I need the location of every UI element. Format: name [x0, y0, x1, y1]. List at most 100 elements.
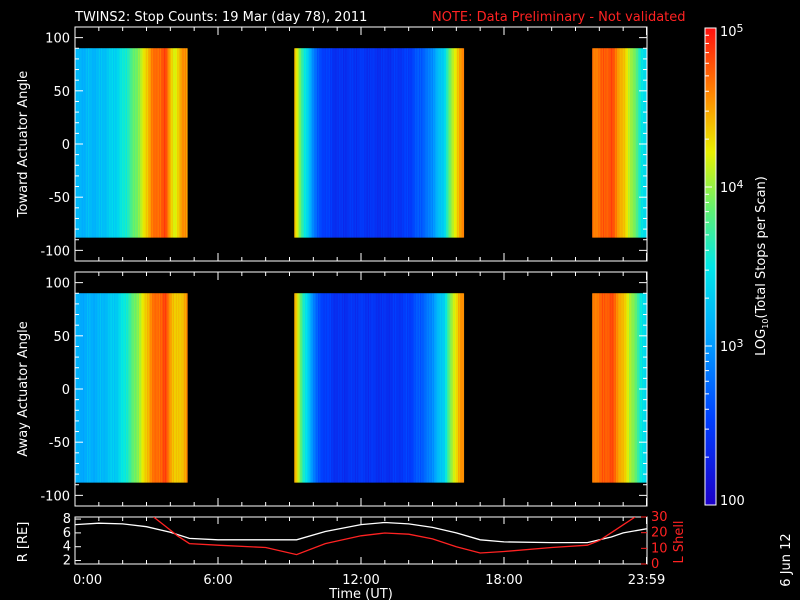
heatmap-strip-244 [447, 48, 449, 238]
heatmap-strip-110 [301, 48, 304, 238]
heatmap-strip-43 [121, 293, 124, 483]
heatmap-strip-220 [421, 48, 423, 238]
heatmap-strip-75 [156, 48, 159, 238]
heatmap-strip-55 [134, 293, 137, 483]
heatmap-strip-80 [162, 293, 164, 483]
heatmap-strip-279 [613, 293, 616, 483]
orbit-ylabel-right-text: L Shell [672, 520, 687, 563]
orbit-y-tick-label-right: 10 [651, 541, 668, 556]
heatmap-strip-193 [391, 48, 394, 238]
heatmap-strip-50 [129, 48, 132, 238]
heatmap-strip-205 [404, 48, 407, 238]
heatmap-strip-220 [421, 293, 423, 483]
heatmap-strip-75 [156, 293, 159, 483]
heatmap-strip-198 [397, 48, 399, 238]
heatmap-strip-19 [95, 293, 98, 483]
heatmap-strip-264 [597, 48, 600, 238]
heatmap-strip-14 [90, 48, 92, 238]
heatmap-strip-38 [116, 48, 119, 238]
heatmap-strip-145 [339, 293, 342, 483]
heatmap-strip-245 [448, 48, 450, 238]
heatmap-strip-267 [600, 48, 603, 238]
heatmap-strip-171 [368, 48, 370, 238]
heatmap-strip-219 [420, 48, 422, 238]
heatmap-strip-266 [599, 48, 602, 238]
heatmap-strip-223 [424, 293, 427, 483]
heatmap-strip-68 [148, 48, 151, 238]
heatmap-strip-66 [146, 293, 149, 483]
heatmap-strip-3 [78, 293, 80, 483]
heatmap-strip-263 [596, 293, 599, 483]
heatmap-strip-94 [177, 293, 179, 483]
heatmap-strip-69 [150, 48, 152, 238]
r-series-line [75, 521, 647, 544]
heatmap-strip-92 [175, 48, 177, 238]
heatmap-strip-308 [645, 48, 648, 238]
heatmap-strip-157 [352, 293, 355, 483]
heatmap-strip-195 [394, 48, 396, 238]
heatmap-strip-248 [451, 48, 454, 238]
heatmap-strip-240 [442, 48, 445, 238]
heatmap-strip-87 [169, 293, 172, 483]
heatmap-strip-230 [432, 48, 434, 238]
heatmap-strip-172 [369, 48, 371, 238]
heatmap-strip-30 [107, 48, 110, 238]
heatmap-strip-58 [138, 293, 140, 483]
heatmap-strip-84 [166, 48, 169, 238]
heatmap-strip-122 [314, 293, 317, 483]
away-heatmap [75, 293, 648, 483]
heatmap-strip-53 [132, 48, 135, 238]
heatmap-strip-73 [154, 293, 157, 483]
heatmap-strip-111 [302, 293, 305, 483]
heatmap-strip-257 [461, 293, 463, 483]
heatmap-strip-293 [629, 293, 631, 483]
heatmap-strip-151 [346, 293, 349, 483]
heatmap-strip-295 [631, 48, 633, 238]
heatmap-strip-163 [359, 48, 362, 238]
heatmap-strip-235 [437, 48, 440, 238]
heatmap-strip-185 [383, 293, 385, 483]
colorbar-tick-label: 100 [720, 494, 745, 509]
heatmap-strip-60 [140, 48, 142, 238]
heatmap-strip-41 [119, 48, 122, 238]
heatmap-strip-182 [379, 293, 382, 483]
heatmap-strip-68 [148, 293, 151, 483]
heatmap-strip-9 [84, 293, 87, 483]
heatmap-strip-117 [309, 293, 312, 483]
heatmap-strip-91 [173, 293, 176, 483]
heatmap-strip-206 [405, 293, 408, 483]
heatmap-strip-12 [88, 293, 90, 483]
heatmap-strip-124 [317, 293, 319, 483]
heatmap-strip-13 [89, 293, 91, 483]
heatmap-strip-82 [164, 293, 166, 483]
heatmap-strip-290 [625, 48, 628, 238]
heatmap-strip-301 [637, 48, 640, 238]
heatmap-strip-208 [408, 293, 410, 483]
heatmap-strip-205 [404, 293, 407, 483]
heatmap-strip-71 [152, 293, 154, 483]
heatmap-strip-299 [635, 293, 638, 483]
heatmap-strip-217 [417, 293, 420, 483]
heatmap-strip-77 [158, 293, 161, 483]
heatmap-strip-27 [104, 48, 107, 238]
heatmap-strip-277 [611, 293, 614, 483]
heatmap-strip-308 [645, 293, 648, 483]
heatmap-strip-218 [419, 293, 421, 483]
heatmap-strip-125 [318, 293, 320, 483]
heatmap-strip-180 [377, 293, 380, 483]
heatmap-strip-100 [183, 293, 186, 483]
heatmap-strip-120 [312, 293, 315, 483]
heatmap-strip-89 [171, 293, 174, 483]
heatmap-strip-253 [456, 48, 459, 238]
heatmap-strip-70 [151, 48, 153, 238]
heatmap-strip-101 [184, 48, 187, 238]
heatmap-strip-109 [300, 293, 303, 483]
orbit-y-tick-label-right: 20 [651, 526, 668, 541]
heatmap-strip-243 [446, 293, 448, 483]
heatmap-strip-63 [143, 48, 146, 238]
heatmap-strip-237 [439, 48, 442, 238]
heatmap-strip-206 [405, 48, 408, 238]
heatmap-strip-201 [400, 48, 403, 238]
heatmap-strip-126 [319, 48, 321, 238]
